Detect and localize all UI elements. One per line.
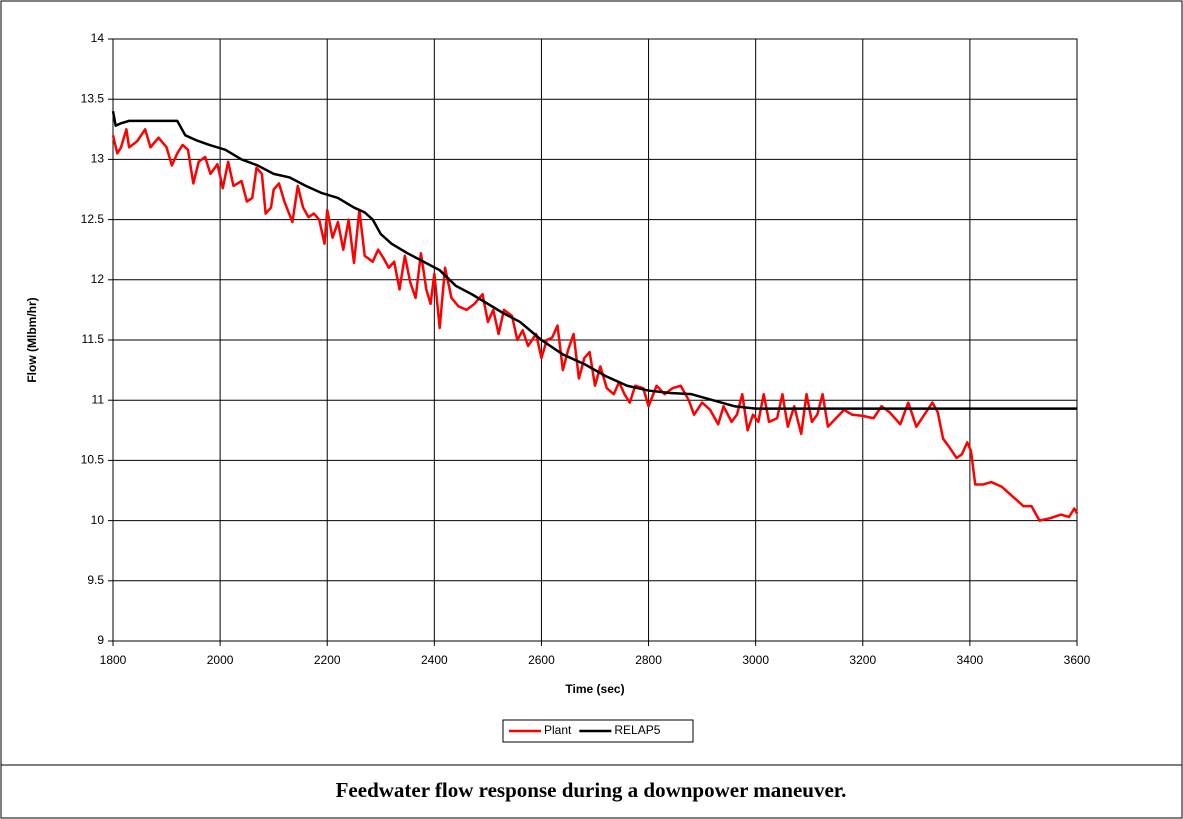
x-tick-label: 3200 [849, 653, 876, 667]
y-tick-label: 9.5 [87, 573, 104, 587]
legend-label: Plant [544, 723, 572, 737]
y-tick-label: 11 [92, 392, 105, 406]
x-axis-label: Time (sec) [565, 682, 624, 696]
x-tick-label: 2400 [421, 653, 448, 667]
series-line [111, 111, 1077, 410]
x-tick-label: 1800 [100, 653, 127, 667]
x-tick-label: 2000 [207, 653, 234, 667]
caption: Feedwater flow response during a downpow… [336, 778, 847, 802]
y-tick-label: 12 [91, 272, 105, 286]
series-line [111, 128, 1079, 522]
y-tick-label: 9 [97, 633, 104, 647]
y-tick-label: 12.5 [81, 212, 105, 226]
y-tick-label: 11.5 [82, 332, 105, 346]
y-tick-label: 14 [91, 31, 105, 45]
x-tick-label: 3400 [957, 653, 984, 667]
y-tick-label: 13 [91, 152, 105, 166]
y-tick-label: 10.5 [81, 453, 105, 467]
x-tick-label: 3600 [1064, 653, 1091, 667]
y-tick-label: 10 [91, 513, 105, 527]
x-tick-label: 2600 [528, 653, 555, 667]
x-tick-label: 2800 [635, 653, 662, 667]
plot-border [112, 38, 1078, 642]
x-tick-label: 3000 [742, 653, 769, 667]
y-tick-label: 13.5 [81, 91, 105, 105]
legend-label: RELAP5 [614, 723, 660, 737]
x-tick-label: 2200 [314, 653, 341, 667]
y-axis-label: Flow (Mlbm/hr) [25, 297, 39, 382]
